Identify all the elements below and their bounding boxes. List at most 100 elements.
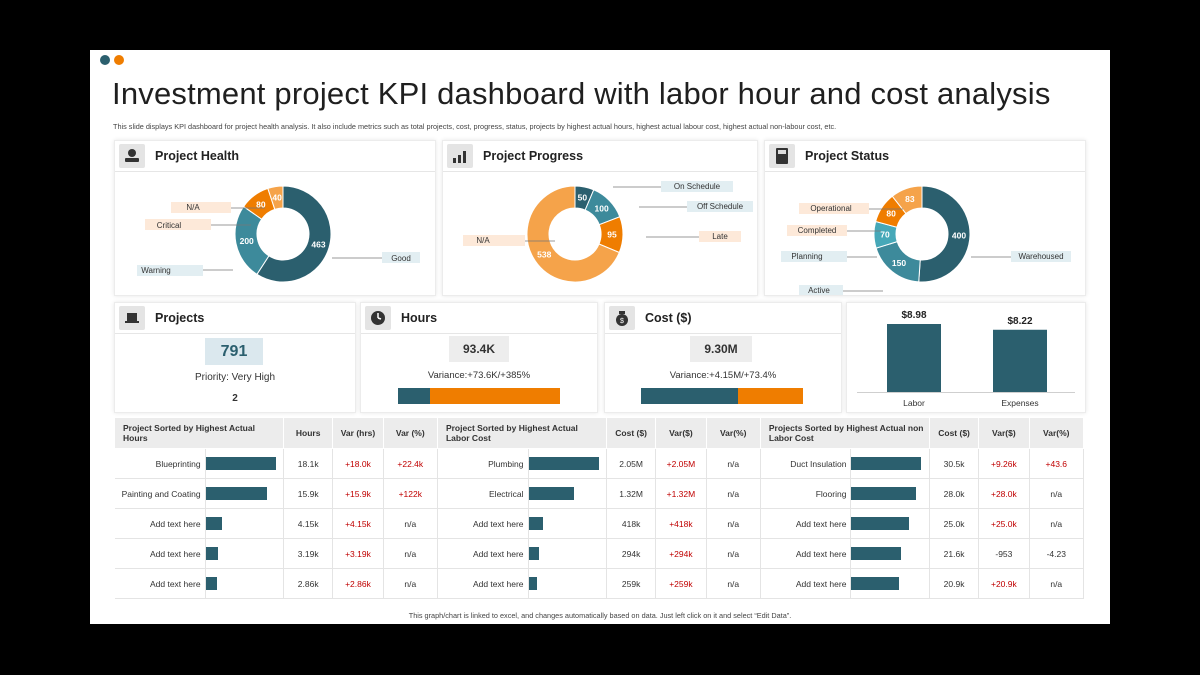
bar-chart-icon <box>447 144 473 168</box>
callout-label: Active <box>808 286 830 295</box>
row-name: Duct Insulation <box>760 448 852 479</box>
row-bar-cell <box>528 568 607 599</box>
decor-dot-teal <box>100 55 110 65</box>
row-variance: +1.32M <box>655 478 707 509</box>
donut-value-label: 70 <box>880 230 890 240</box>
project-progress-chart: 50 100 95 538 On Schedule Off Schedule Late… <box>463 181 753 283</box>
card-labor-expenses-chart: $8.98 Labor $8.22 Expenses <box>846 302 1086 413</box>
row-bar <box>205 547 218 560</box>
row-variance: +294k <box>655 538 707 569</box>
project-health-callouts: Good Warning Critical N/A <box>137 202 420 276</box>
row-bar-cell <box>850 478 930 509</box>
row-variance: +3.19k <box>332 538 384 569</box>
table-header-row: Project Sorted by Highest Actual Hours H… <box>113 417 1085 449</box>
card-title: Cost ($) <box>645 311 692 325</box>
hand-money-icon <box>119 144 145 168</box>
bar <box>887 324 941 392</box>
row-bar-cell <box>205 568 285 599</box>
row-bar <box>528 457 599 470</box>
row-name: Add text here <box>437 568 529 599</box>
hours-progress-fill <box>398 388 431 404</box>
row-bar-cell <box>850 538 930 569</box>
donut-value-label: 100 <box>595 203 609 213</box>
column-header: Project Sorted by Highest Actual Labor C… <box>436 417 607 449</box>
row-bar-cell <box>528 508 607 539</box>
row-bar-cell <box>528 538 607 569</box>
callout-label: Planning <box>791 252 822 261</box>
row-name: Add text here <box>114 508 206 539</box>
row-bar-cell <box>205 448 285 479</box>
row-bar-cell <box>528 478 607 509</box>
bar-category-label: Labor <box>903 398 925 408</box>
table-row: Blueprinting 18.1k +18.0k +22.4k Plumbing 2.0… <box>114 448 1085 479</box>
table-row: Add text here 4.15k +4.15k n/a Add text here… <box>114 508 1085 539</box>
row-bar <box>528 487 574 500</box>
bar-value-label: $8.98 <box>901 310 926 321</box>
card-cost: $ Cost ($) 9.30M Variance:+4.15M/+73.4% <box>604 302 842 413</box>
row-bar-cell <box>850 568 930 599</box>
callout-label: Operational <box>810 204 852 213</box>
column-header: Var($) <box>978 417 1030 449</box>
table-row: Add text here 3.19k +3.19k n/a Add text here… <box>114 538 1085 569</box>
callout-label: Good <box>391 254 411 263</box>
card-title: Project Progress <box>483 149 584 163</box>
row-variance-pct: n/a <box>1029 568 1085 599</box>
card-project-progress: Project Progress 50 100 95 538 On Schedule … <box>442 140 758 296</box>
project-progress-donut: 50 100 95 538 <box>526 185 624 283</box>
row-name: Plumbing <box>437 448 529 479</box>
donut-value-label: 400 <box>952 230 966 240</box>
hours-progress-bar <box>398 388 560 404</box>
card-header: Project Progress <box>443 141 757 172</box>
row-value: 294k <box>606 538 657 569</box>
row-value: 2.05M <box>606 448 657 479</box>
labor-expenses-bar-chart: $8.98 Labor $8.22 Expenses <box>857 310 1075 408</box>
row-bar <box>528 577 538 590</box>
row-name: Add text here <box>760 538 852 569</box>
row-variance: +9.26k <box>978 448 1030 479</box>
bar-category-label: Expenses <box>1001 398 1038 408</box>
svg-text:$: $ <box>620 318 624 325</box>
row-name: Flooring <box>760 478 852 509</box>
callout-label: N/A <box>186 203 200 212</box>
row-name: Add text here <box>760 568 852 599</box>
money-bag-icon: $ <box>609 306 635 330</box>
calculator-icon <box>769 144 795 168</box>
row-variance: +418k <box>655 508 707 539</box>
column-header: Cost ($) <box>605 417 657 449</box>
card-header: Hours <box>361 303 597 334</box>
cost-progress-fill <box>641 388 739 404</box>
row-bar-cell <box>850 508 930 539</box>
cost-progress-bar <box>641 388 803 404</box>
row-value: 18.1k <box>283 448 334 479</box>
projects-value: 791 <box>205 338 263 365</box>
card-hours: Hours 93.4K Variance:+73.6K/+385% <box>360 302 598 413</box>
kpi-tables: Project Sorted by Highest Actual Hours H… <box>113 417 1085 599</box>
cost-value: 9.30M <box>690 336 752 362</box>
row-value: 30.5k <box>929 448 980 479</box>
row-name: Electrical <box>437 478 529 509</box>
row-name: Add text here <box>437 508 529 539</box>
hours-value: 93.4K <box>449 336 509 362</box>
row-value: 259k <box>606 568 657 599</box>
column-header: Projects Sorted by Highest Actual non La… <box>759 417 930 449</box>
column-header: Var (hrs) <box>332 417 384 449</box>
row-variance: +259k <box>655 568 707 599</box>
row-variance-pct: n/a <box>706 538 761 569</box>
page-title: Investment project KPI dashboard with la… <box>112 76 1051 111</box>
projects-priority: Priority: Very High <box>194 372 276 383</box>
row-bar <box>205 487 268 500</box>
row-variance-pct: +22.4k <box>383 448 438 479</box>
donut-slice <box>526 185 620 283</box>
clock-icon <box>365 306 391 330</box>
row-variance-pct: n/a <box>1029 478 1085 509</box>
row-variance-pct: n/a <box>383 568 438 599</box>
card-title: Project Status <box>805 149 890 163</box>
row-variance-pct: n/a <box>706 568 761 599</box>
row-variance-pct: n/a <box>383 538 438 569</box>
row-bar <box>851 487 916 500</box>
row-name: Add text here <box>114 538 206 569</box>
card-title: Project Health <box>155 149 240 163</box>
row-variance-pct: n/a <box>1029 508 1085 539</box>
card-header: Project Health <box>115 141 435 172</box>
bar-value-label: $8.22 <box>1007 316 1032 327</box>
